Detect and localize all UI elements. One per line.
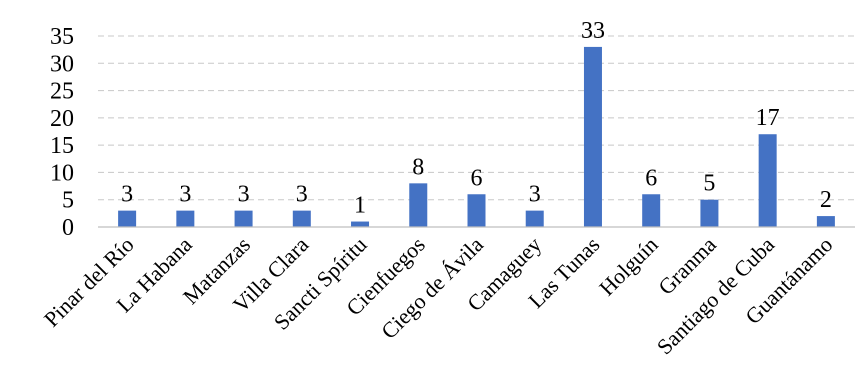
- data-label: 2: [820, 187, 832, 213]
- bar: [583, 46, 602, 227]
- data-label: 3: [179, 182, 191, 208]
- y-tick-label: 15: [50, 133, 74, 159]
- data-label: 17: [756, 105, 780, 131]
- bar: [816, 216, 835, 227]
- bar: [351, 221, 370, 227]
- bar: [292, 210, 311, 227]
- data-label: 5: [703, 171, 715, 197]
- bar: [409, 183, 428, 227]
- bar: [642, 194, 661, 227]
- y-tick-label: 10: [50, 160, 74, 186]
- data-label: 3: [121, 182, 133, 208]
- gridlines: [98, 35, 855, 201]
- data-label: 33: [581, 18, 605, 44]
- data-label: 6: [471, 165, 483, 191]
- data-label: 3: [296, 182, 308, 208]
- bars: [118, 46, 835, 227]
- category-label: Holguín: [594, 232, 663, 301]
- y-tick-label: 35: [50, 24, 74, 50]
- y-tick-label: 30: [50, 51, 74, 77]
- bar: [700, 199, 719, 227]
- y-tick-label: 25: [50, 79, 74, 105]
- bar: [525, 210, 544, 227]
- bar: [234, 210, 253, 227]
- bar: [758, 134, 777, 227]
- bar: [118, 210, 137, 227]
- data-label: 3: [529, 182, 541, 208]
- data-label: 3: [238, 182, 250, 208]
- data-label: 6: [645, 165, 657, 191]
- y-tick-label: 20: [50, 106, 74, 132]
- bar: [176, 210, 195, 227]
- y-tick-label: 0: [62, 215, 74, 241]
- category-label: Pinar del Río: [39, 232, 139, 332]
- data-label: 1: [354, 193, 366, 219]
- bar: [467, 194, 486, 227]
- y-tick-label: 5: [62, 188, 74, 214]
- data-label: 8: [412, 154, 424, 180]
